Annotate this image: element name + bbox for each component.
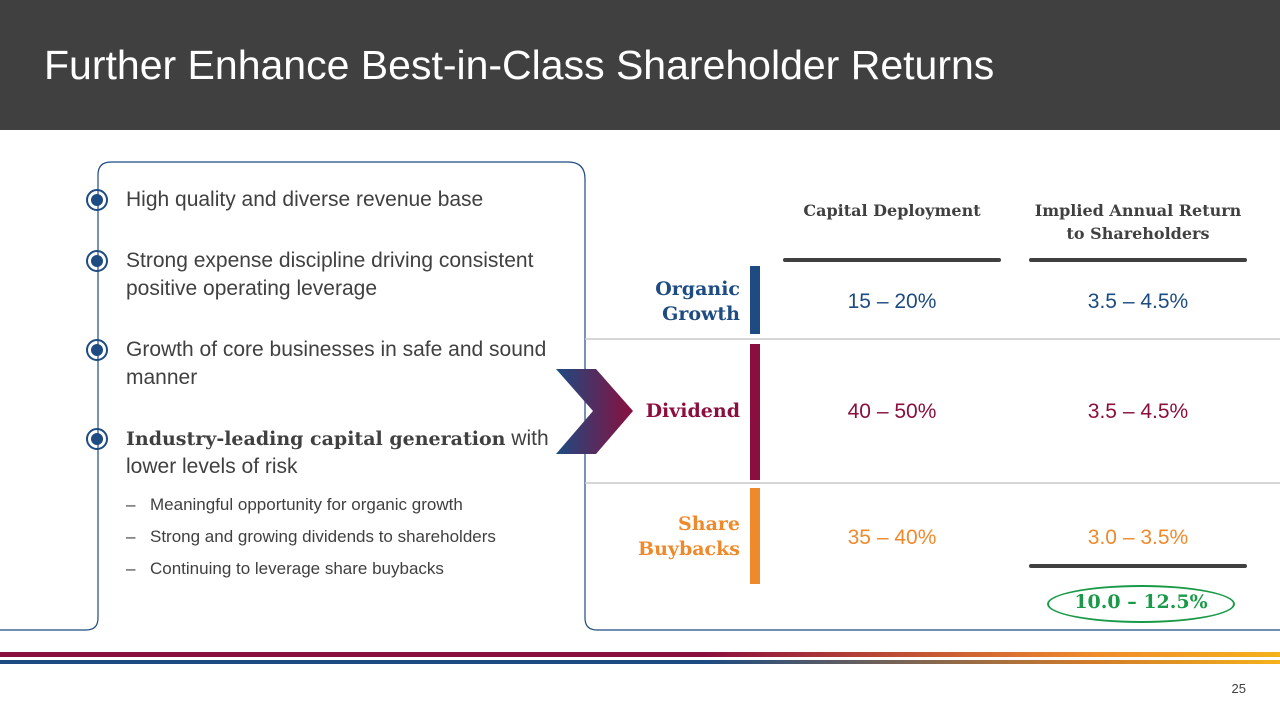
- page-number: 25: [1231, 681, 1246, 696]
- sub-bullet-item: – Continuing to leverage share buybacks: [126, 553, 554, 585]
- bullet-bold-text: Industry-leading capital generation: [126, 428, 506, 450]
- bullet-item: Strong expense discipline driving consis…: [84, 247, 554, 303]
- implied-return-value: 3.5 – 4.5%: [1087, 400, 1189, 423]
- sub-bullet-item: – Meaningful opportunity for organic grow…: [126, 489, 554, 521]
- page-title: Further Enhance Best-in-Class Shareholde…: [44, 42, 995, 88]
- dash-icon: –: [126, 559, 136, 578]
- bullet-text: Growth of core businesses in safe and so…: [126, 338, 547, 389]
- row-label-dividend: Dividend: [645, 400, 740, 422]
- sub-bullet-item: – Strong and growing dividends to shareho…: [126, 521, 554, 553]
- bullet-list: High quality and diverse revenue base St…: [84, 186, 554, 585]
- implied-return-value: 3.5 – 4.5%: [1087, 290, 1189, 313]
- bullet-text: High quality and diverse revenue base: [126, 188, 484, 211]
- row-label-organic-growth: Organic Growth: [655, 278, 740, 325]
- column-header-rule: [1029, 258, 1247, 262]
- column-header-capital-deployment: Capital Deployment: [803, 201, 981, 220]
- bullet-icon: [86, 428, 108, 450]
- footer-stripe: [0, 652, 1280, 657]
- implied-return-value: 3.0 – 3.5%: [1087, 526, 1189, 549]
- bullet-icon: [86, 250, 108, 272]
- bullet-item: High quality and diverse revenue base: [84, 186, 554, 214]
- footer-stripe: [0, 660, 1280, 664]
- sub-bullet-text: Meaningful opportunity for organic growt…: [150, 495, 463, 514]
- bullet-icon: [86, 189, 108, 211]
- total-highlight-oval: [1047, 585, 1235, 623]
- row-color-bar: [750, 266, 760, 334]
- dash-icon: –: [126, 495, 136, 514]
- row-label-share-buybacks: Share Buybacks: [638, 513, 740, 560]
- capital-deployment-value: 15 – 20%: [847, 290, 937, 313]
- sub-bullet-text: Continuing to leverage share buybacks: [150, 559, 444, 578]
- capital-deployment-value: 40 – 50%: [847, 400, 937, 423]
- sub-bullet-text: Strong and growing dividends to sharehol…: [150, 527, 496, 546]
- column-header-implied-return: Implied Annual Return to Shareholders: [1034, 201, 1242, 243]
- sub-bullet-list: – Meaningful opportunity for organic grow…: [84, 489, 554, 585]
- bullet-item: Growth of core businesses in safe and so…: [84, 336, 554, 392]
- capital-deployment-value: 35 – 40%: [847, 526, 937, 549]
- row-color-bar: [750, 344, 760, 480]
- row-color-bar: [750, 488, 760, 584]
- bullet-item: Industry-leading capital generation with…: [84, 425, 554, 481]
- column-header-rule: [783, 258, 1001, 262]
- bullet-text: with lower levels of risk: [126, 427, 549, 478]
- dash-icon: –: [126, 527, 136, 546]
- bullet-icon: [86, 339, 108, 361]
- title-bar: Further Enhance Best-in-Class Shareholde…: [0, 0, 1280, 130]
- total-rule: [1029, 564, 1247, 568]
- bullet-text: Strong expense discipline driving consis…: [126, 249, 534, 300]
- total-return-value: 10.0 – 12.5%: [1074, 591, 1208, 613]
